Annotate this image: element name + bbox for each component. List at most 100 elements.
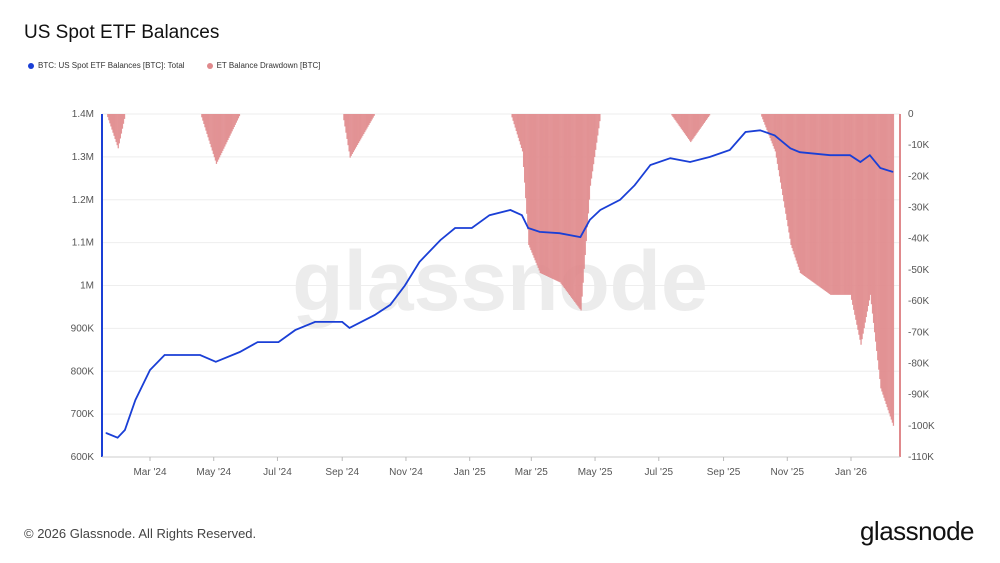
drawdown-bar bbox=[844, 114, 847, 295]
drawdown-bar bbox=[355, 114, 358, 147]
drawdown-bar bbox=[861, 114, 863, 340]
balance-point bbox=[709, 156, 711, 158]
drawdown-bar bbox=[835, 114, 837, 295]
drawdown-bar bbox=[829, 114, 831, 295]
balance-point bbox=[689, 161, 691, 163]
drawdown-bar bbox=[887, 114, 889, 411]
drawdown-bar bbox=[229, 114, 231, 136]
drawdown-bar bbox=[864, 114, 866, 323]
drawdown-bar bbox=[203, 114, 205, 124]
drawdown-bar bbox=[862, 114, 864, 334]
drawdown-bar bbox=[794, 114, 796, 258]
drawdown-bar bbox=[677, 114, 679, 125]
drawdown-bar bbox=[671, 114, 673, 116]
drawdown-bar bbox=[122, 114, 125, 124]
balance-point bbox=[471, 227, 473, 229]
drawdown-bar bbox=[224, 114, 226, 147]
y-left-tick-label: 1M bbox=[80, 281, 94, 292]
drawdown-bar bbox=[690, 114, 692, 143]
drawdown-bar bbox=[765, 114, 767, 128]
drawdown-bar bbox=[540, 114, 543, 274]
balance-point bbox=[869, 154, 871, 156]
drawdown-bar bbox=[863, 114, 865, 329]
drawdown-bar bbox=[544, 114, 547, 276]
drawdown-bar bbox=[793, 114, 795, 255]
drawdown-bar bbox=[679, 114, 681, 128]
drawdown-bar bbox=[208, 114, 210, 141]
drawdown-bar bbox=[569, 114, 572, 297]
drawdown-bar bbox=[117, 114, 119, 149]
y-right-tick-label: -30K bbox=[908, 203, 929, 214]
drawdown-bar bbox=[573, 114, 575, 301]
drawdown-bar bbox=[786, 114, 788, 221]
drawdown-bar bbox=[213, 114, 216, 158]
drawdown-bar bbox=[800, 114, 803, 274]
drawdown-bar bbox=[684, 114, 687, 135]
drawdown-bar bbox=[865, 114, 867, 318]
drawdown-bar bbox=[348, 114, 350, 152]
drawdown-bar bbox=[527, 114, 529, 230]
drawdown-bar bbox=[358, 114, 361, 142]
legend-label: BTC: US Spot ETF Balances [BTC]: Total bbox=[38, 61, 185, 70]
legend-item-drawdown[interactable]: ET Balance Drawdown [BTC] bbox=[206, 61, 320, 70]
drawdown-bar bbox=[877, 114, 879, 361]
y-right-tick-label: -10K bbox=[908, 140, 929, 151]
drawdown-bar bbox=[683, 114, 686, 134]
drawdown-bar bbox=[870, 114, 873, 305]
y-right-tick-label: -20K bbox=[908, 171, 929, 182]
drawdown-bar bbox=[112, 114, 114, 133]
drawdown-bar bbox=[707, 114, 710, 117]
balance-point bbox=[418, 261, 421, 263]
drawdown-bar bbox=[782, 114, 784, 196]
drawdown-bar bbox=[691, 114, 693, 141]
drawdown-bar bbox=[232, 114, 234, 130]
drawdown-bar bbox=[364, 114, 366, 133]
drawdown-bar bbox=[810, 114, 812, 281]
y-right-tick-label: -80K bbox=[908, 358, 929, 369]
drawdown-bar bbox=[825, 114, 828, 292]
drawdown-bar bbox=[681, 114, 684, 131]
drawdown-bar bbox=[549, 114, 551, 278]
drawdown-bar bbox=[819, 114, 821, 288]
drawdown-bar bbox=[889, 114, 891, 417]
drawdown-bar bbox=[222, 114, 224, 151]
y-left-tick-label: 700K bbox=[71, 409, 95, 420]
y-left-tick-label: 600K bbox=[71, 452, 95, 463]
drawdown-bar bbox=[890, 114, 892, 420]
drawdown-bar bbox=[840, 114, 842, 295]
legend-item-balance[interactable]: BTC: US Spot ETF Balances [BTC]: Total bbox=[28, 61, 185, 70]
drawdown-bar bbox=[807, 114, 809, 279]
drawdown-bar bbox=[516, 114, 518, 135]
drawdown-bar bbox=[555, 114, 557, 281]
drawdown-bar bbox=[873, 114, 876, 333]
drawdown-bar bbox=[772, 114, 774, 147]
drawdown-bar bbox=[552, 114, 554, 279]
balance-point bbox=[521, 214, 523, 216]
drawdown-bar bbox=[872, 114, 875, 323]
drawdown-bar bbox=[579, 114, 581, 310]
drawdown-bar bbox=[693, 114, 695, 138]
balance-point bbox=[149, 369, 151, 371]
drawdown-bar bbox=[787, 114, 789, 227]
drawdown-bar bbox=[832, 114, 834, 295]
drawdown-bar bbox=[592, 114, 595, 165]
drawdown-bar bbox=[866, 114, 868, 312]
balance-line bbox=[105, 129, 894, 439]
drawdown-bar bbox=[535, 114, 537, 263]
drawdown-bar bbox=[698, 114, 700, 131]
drawdown-bar bbox=[350, 114, 352, 156]
drawdown-bar bbox=[797, 114, 800, 267]
balance-point bbox=[374, 314, 376, 316]
drawdown-bar bbox=[783, 114, 785, 202]
drawdown-bar bbox=[359, 114, 362, 140]
balance-point bbox=[729, 149, 731, 151]
y-right-tick-label: -100K bbox=[908, 421, 935, 432]
balance-point bbox=[348, 327, 351, 329]
legend-dot-icon bbox=[28, 62, 34, 69]
drawdown-bar bbox=[788, 114, 790, 233]
drawdown-bar bbox=[238, 114, 241, 117]
drawdown-bar bbox=[585, 114, 587, 242]
drawdown-bar bbox=[867, 114, 870, 306]
drawdown-bar bbox=[801, 114, 804, 275]
